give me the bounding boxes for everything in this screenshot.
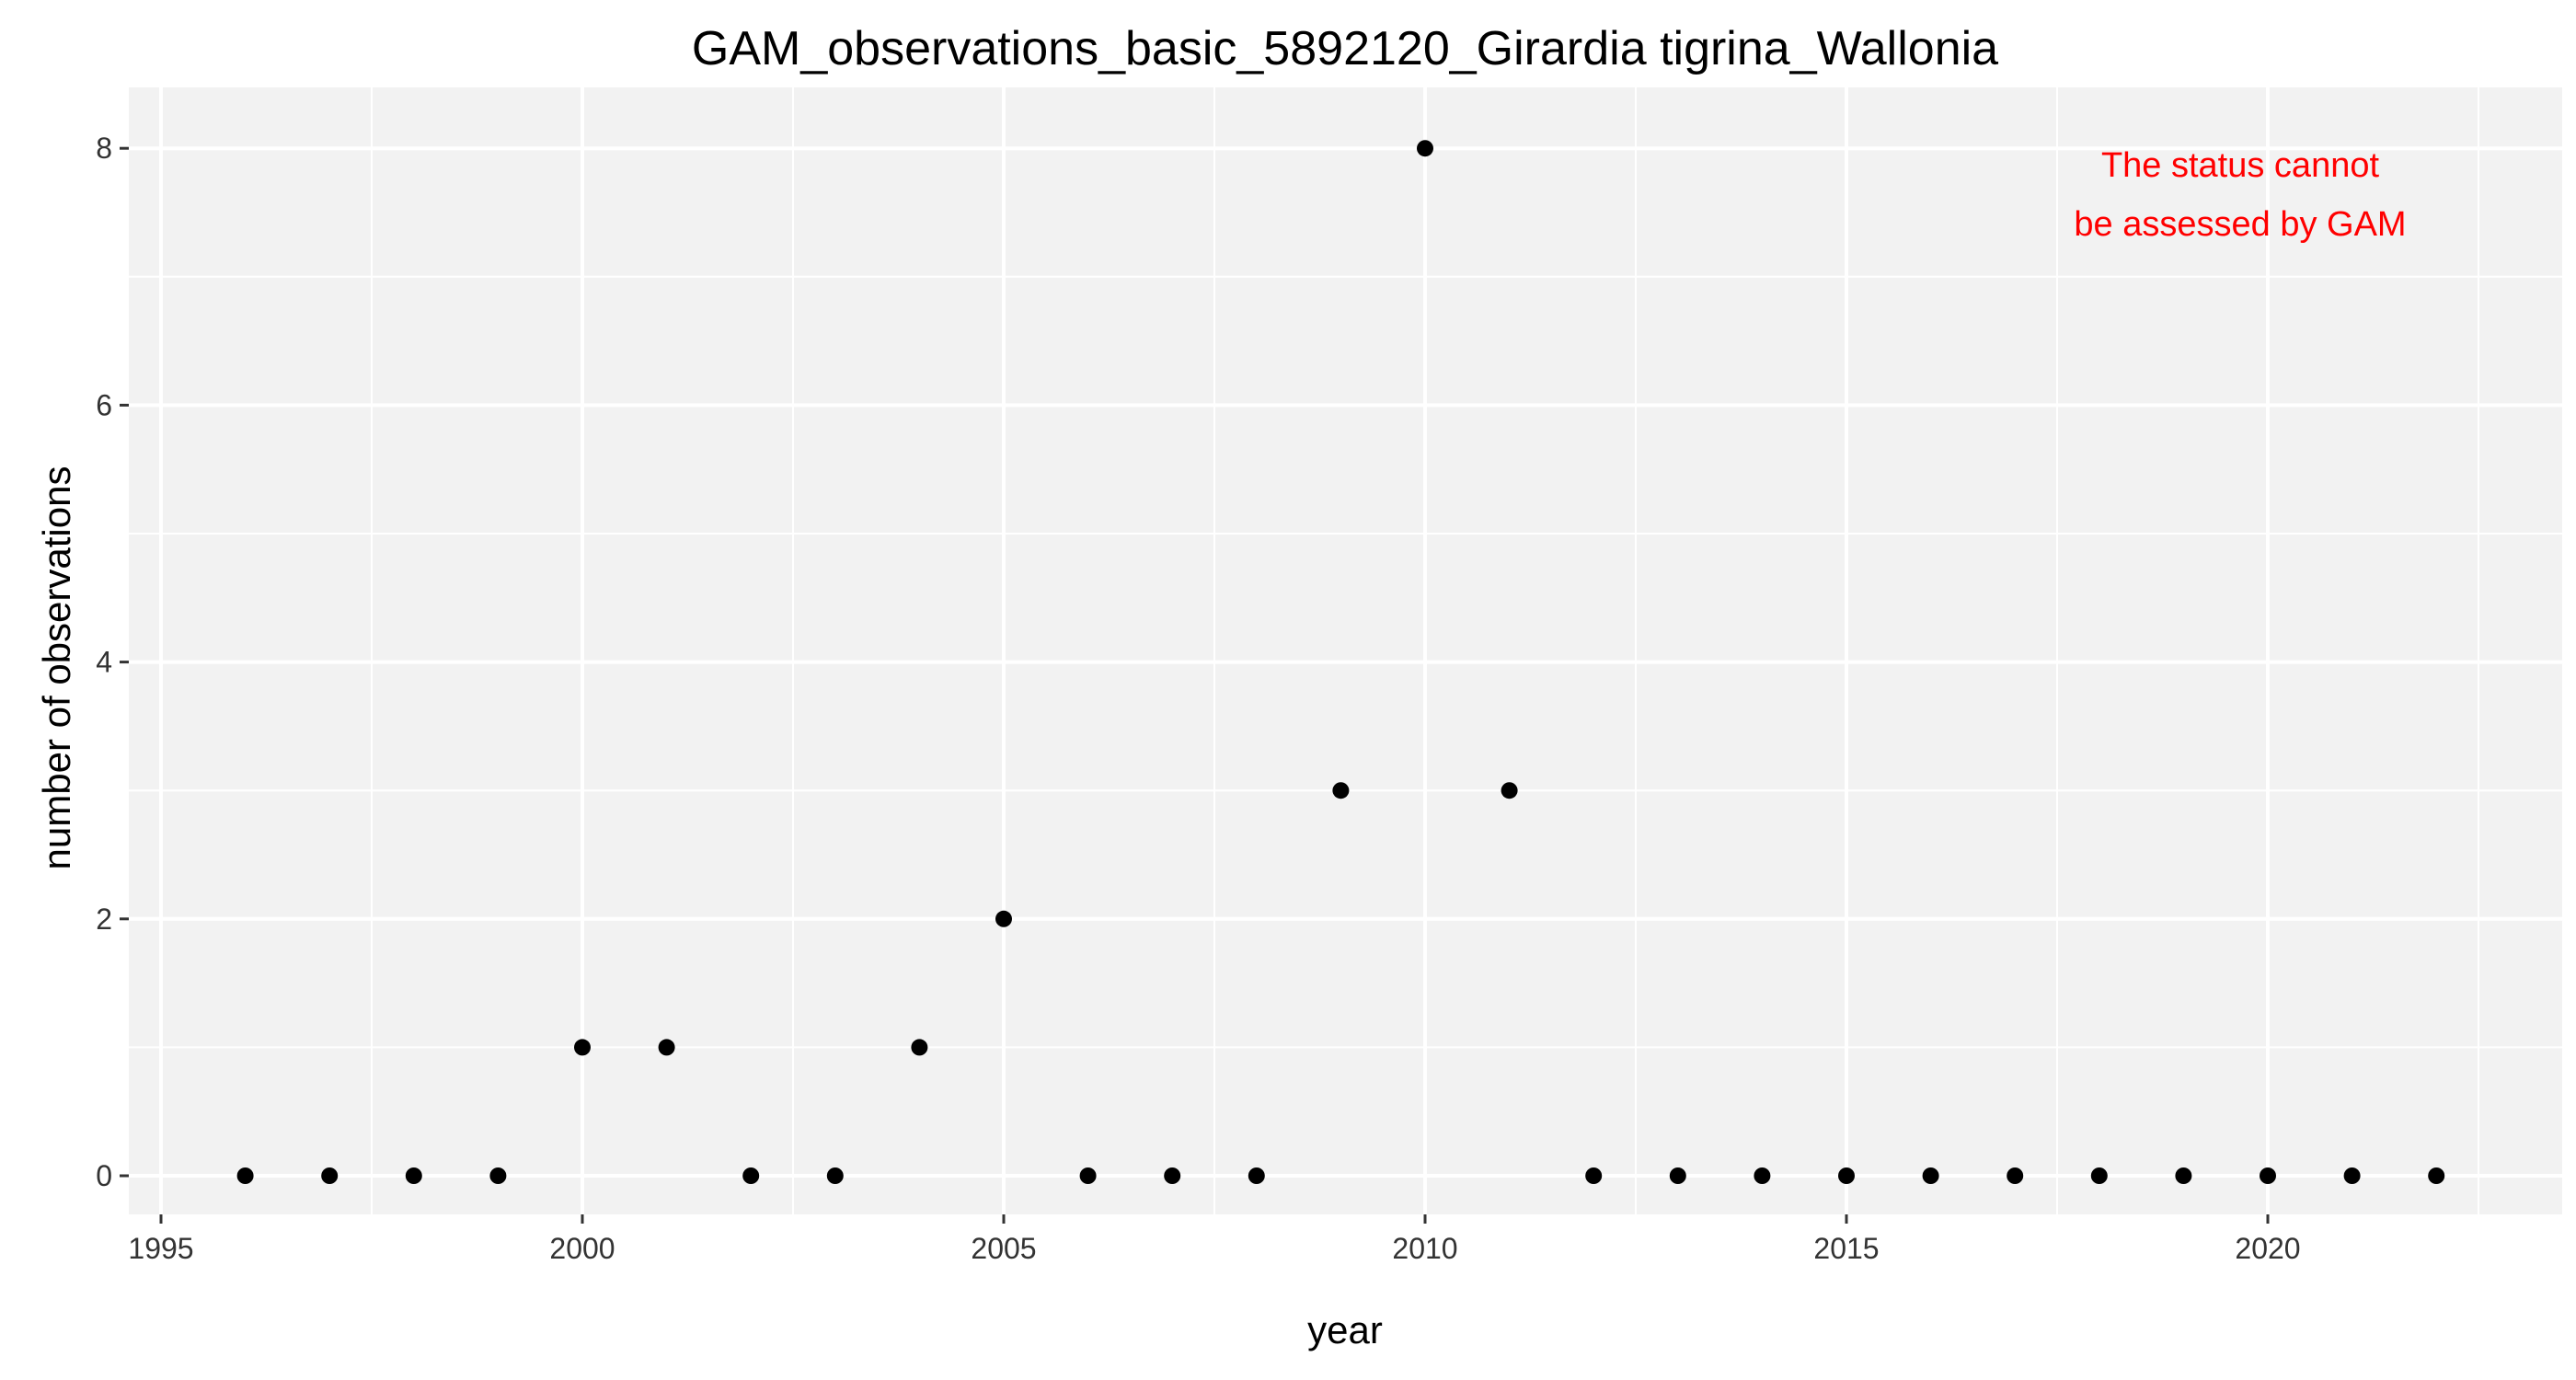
y-tick-label: 6 <box>96 388 112 421</box>
data-point <box>1248 1167 1265 1184</box>
data-point <box>1417 140 1433 157</box>
data-point <box>321 1167 339 1184</box>
data-point <box>2428 1167 2445 1184</box>
y-tick-label: 8 <box>96 132 112 165</box>
y-tick-label: 4 <box>96 646 112 679</box>
data-point <box>1501 782 1518 799</box>
annotation-line-2: be assessed by GAM <box>2074 205 2406 244</box>
data-point <box>1332 782 1350 799</box>
panel-background <box>129 87 2562 1214</box>
axes: 1995 2000 2005 2010 2015 2020 0 2 4 6 8 <box>96 132 2300 1265</box>
data-point <box>1585 1167 1603 1184</box>
data-point <box>2260 1167 2276 1184</box>
x-tick-label: 1995 <box>128 1232 193 1265</box>
x-axis-title: year <box>1307 1308 1383 1351</box>
data-point <box>236 1167 254 1184</box>
data-point <box>405 1167 422 1184</box>
data-point <box>489 1167 507 1184</box>
data-point <box>2343 1167 2361 1184</box>
x-tick-label: 2015 <box>1813 1232 1879 1265</box>
data-point <box>826 1167 844 1184</box>
data-point <box>1079 1167 1097 1184</box>
data-point <box>2175 1167 2192 1184</box>
data-point <box>2007 1167 2024 1184</box>
data-point <box>911 1039 928 1056</box>
data-point <box>658 1039 675 1056</box>
x-tick-label: 2020 <box>2235 1232 2300 1265</box>
plot-panel <box>129 87 2562 1214</box>
data-point <box>742 1167 760 1184</box>
x-tick-label: 2005 <box>971 1232 1036 1265</box>
x-tick-label: 2010 <box>1392 1232 1457 1265</box>
data-point <box>574 1039 591 1056</box>
chart-title: GAM_observations_basic_5892120_Girardia … <box>692 22 1998 75</box>
data-point <box>1164 1167 1181 1184</box>
y-tick-label: 0 <box>96 1159 112 1192</box>
annotation-line-1: The status cannot <box>2101 146 2380 185</box>
grid-lines <box>129 87 2562 1214</box>
data-point <box>1754 1167 1771 1184</box>
data-point <box>1838 1167 1855 1184</box>
data-point <box>995 910 1012 927</box>
y-axis-title: number of observations <box>35 466 78 870</box>
y-tick-label: 2 <box>96 903 112 936</box>
data-point <box>1669 1167 1686 1184</box>
data-point <box>2090 1167 2108 1184</box>
x-tick-label: 2000 <box>549 1232 615 1265</box>
data-points <box>236 140 2445 1184</box>
data-point <box>1922 1167 1939 1184</box>
